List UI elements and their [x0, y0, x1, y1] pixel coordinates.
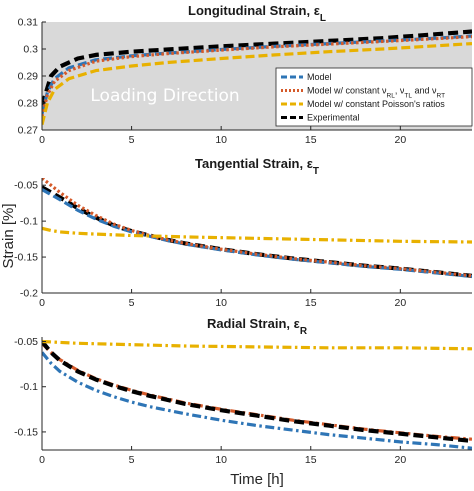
series-line-model-w-constant-rl-tl-and-rt: [42, 178, 472, 278]
y-axis-label: Strain [%]: [0, 203, 17, 268]
series-group: [42, 339, 472, 450]
plot-area: [42, 178, 472, 293]
x-tick-label: 20: [394, 134, 406, 146]
y-tick-label: -0.05: [14, 180, 38, 192]
series-line-model: [42, 188, 472, 279]
x-tick-label: 0: [39, 454, 45, 466]
x-tick-label: 20: [394, 454, 406, 466]
x-tick-label: 0: [39, 297, 45, 309]
x-tick-label: 10: [215, 134, 227, 146]
legend-entry-text: Model: [307, 72, 332, 82]
x-axis-label: Time [h]: [230, 471, 284, 488]
legend-entry-text: Model w/ constant νRL, νTL and νRT: [307, 86, 445, 100]
series-line-experimental: [42, 29, 472, 107]
y-tick-label: -0.1: [20, 381, 38, 393]
x-tick-label: 15: [305, 297, 317, 309]
y-tick-label: 0.29: [18, 71, 39, 83]
legend: Model Model w/ constant νRL, νTL and νRTM…: [275, 67, 473, 127]
x-tick-label: 10: [215, 297, 227, 309]
legend-entry-text: Model w/ constant Poisson's ratios: [307, 99, 445, 109]
panel-title: Radial Strain, εR: [207, 316, 308, 337]
y-tick-label: 0.3: [23, 44, 38, 56]
y-tick-label: -0.2: [20, 288, 38, 300]
series-line-model-w-constant-rl-tl-and-rt: [42, 35, 472, 117]
panel-title: Tangential Strain, εT: [195, 156, 319, 177]
plot-area: [42, 337, 472, 450]
x-tick-label: 10: [215, 454, 227, 466]
panel-2: Tangential Strain, εT -0.05 -0.1 -0.15 -0.20…: [14, 156, 472, 309]
panel-title: Longitudinal Strain, εL: [188, 3, 326, 24]
series-line-experimental: [42, 340, 472, 444]
x-tick-label: 15: [305, 454, 317, 466]
y-tick-label: -0.05: [14, 336, 38, 348]
series-line-model: [42, 351, 472, 450]
loading-direction-label: Loading Direction: [90, 86, 239, 106]
series-line-model-w-constant-poisson-s-ratios: [42, 339, 472, 351]
y-tick-label: 0.27: [18, 125, 39, 137]
x-tick-label: 5: [129, 297, 135, 309]
y-tick-label: 0.31: [18, 17, 39, 29]
series-line-model-w-constant-poisson-s-ratios: [42, 42, 472, 125]
panel-3: Radial Strain, εR -0.05 -0.1 -0.15 0 5 10 15 20: [14, 316, 472, 466]
legend-box: [275, 67, 473, 127]
x-tick-label: 0: [39, 134, 45, 146]
x-tick-label: 5: [129, 134, 135, 146]
x-tick-label: 15: [305, 134, 317, 146]
y-tick-label: -0.15: [14, 426, 38, 438]
y-tick-label: -0.1: [20, 216, 38, 228]
x-tick-label: 20: [394, 297, 406, 309]
x-tick-label: 5: [129, 454, 135, 466]
y-tick-label: 0.28: [18, 98, 39, 110]
series-group: [42, 29, 472, 125]
y-tick-label: -0.15: [14, 252, 38, 264]
legend-entry-text: Experimental: [307, 113, 360, 123]
series-group: [42, 178, 472, 279]
